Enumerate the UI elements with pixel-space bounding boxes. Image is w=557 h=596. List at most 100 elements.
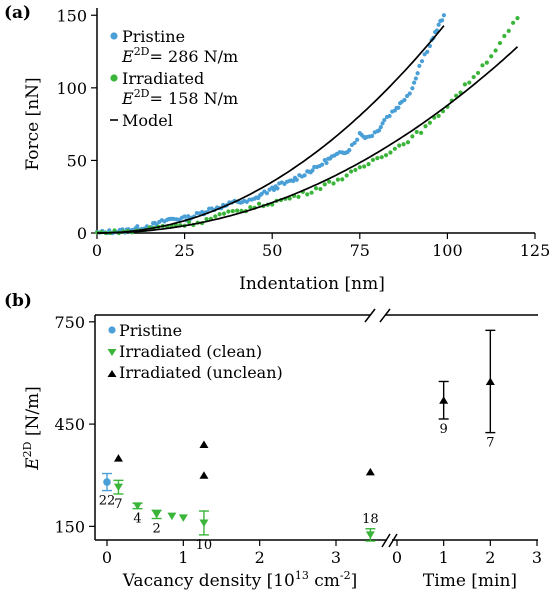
legend-pristine-e-sup: 2D: [134, 45, 150, 58]
panel-a-point-irradiated: [510, 20, 516, 25]
panel-a-point-irradiated: [226, 209, 231, 214]
panel-b-x-title-left-sup2: -2: [340, 569, 351, 582]
panel-a-point-irradiated: [348, 169, 354, 174]
legend-irradiated-label: Irradiated: [122, 69, 204, 88]
panel-a-point-irradiated: [213, 214, 218, 219]
panel-a-point-irradiated: [248, 205, 253, 210]
panel-b-point-irradiated-clean: [167, 512, 177, 521]
panel-b-point-irradiated-unclean-vs-time: [485, 377, 495, 385]
panel-a-point-irradiated: [217, 212, 222, 217]
panel-a-point-pristine: [355, 137, 360, 142]
panel-a-point-irradiated: [388, 150, 393, 155]
panel-a-point-pristine: [378, 125, 383, 130]
panel-a-point-pristine: [352, 140, 357, 146]
panel-a-point-irradiated: [392, 146, 397, 151]
panel-a-point-pristine: [264, 191, 270, 196]
panel-b-point-irradiated-clean: [365, 531, 375, 539]
panel-a-point-irradiated: [331, 181, 336, 186]
panel-a-point-irradiated: [484, 60, 489, 65]
legend-b-clean-label: Irradiated (clean): [119, 342, 262, 361]
panel-b-sample-count: 4: [133, 512, 141, 527]
panel-b-y-tick-label: 750: [54, 313, 85, 332]
panel-a-x-tick-label: 75: [350, 241, 370, 260]
panel-b-point-irradiated-unclean: [113, 454, 123, 462]
legend-pristine-e-value: = 286 N/m: [150, 47, 239, 66]
panel-a-point-irradiated: [427, 120, 432, 125]
panel-a-point-irradiated: [313, 186, 319, 191]
panel-a-model-curve: [97, 46, 519, 234]
panel-a-point-irradiated: [410, 134, 415, 139]
panel-a-point-irradiated: [335, 177, 340, 182]
panel-b-x-title-left: Vacancy density [1013 cm-2]: [122, 569, 358, 591]
panel-a-point-pristine: [396, 105, 401, 110]
panel-a-point-irradiated: [475, 70, 481, 76]
panel-a-point-pristine: [376, 128, 382, 133]
panel-a-point-irradiated: [493, 48, 498, 53]
panel-a-point-irradiated: [515, 16, 520, 21]
panel-b-point-irradiated-clean: [133, 502, 143, 510]
panel-a-point-irradiated: [471, 74, 476, 80]
panel-b-x-title-right: Time [min]: [423, 571, 517, 591]
panel-a-ticks: 0 25 50 75 100 125 0 50 100 150: [56, 6, 550, 260]
axis-break-mark-bottom-2: [388, 533, 398, 548]
panel-b-y-tick-label: 450: [54, 415, 85, 434]
panel-a-point-irradiated: [357, 165, 362, 170]
panel-a-point-pristine: [407, 91, 412, 96]
panel-a-point-irradiated: [318, 186, 323, 192]
panel-a-point-pristine: [387, 113, 392, 119]
panel-b-point-irradiated-unclean-vs-time: [439, 396, 449, 404]
panel-b-x-title-left-sup1: 13: [295, 569, 309, 582]
panel-a-point-pristine: [440, 18, 445, 23]
panel-b-legend: Pristine Irradiated (clean) Irradiated (…: [107, 321, 283, 382]
panel-b-x-tick-label-left: 3: [331, 548, 341, 567]
panel-b-x-tick-label-right: 1: [439, 548, 449, 567]
panel-a-point-irradiated: [480, 63, 485, 68]
panel-b-axes: [94, 308, 538, 548]
panel-b-sample-count: 7: [114, 497, 122, 512]
panel-a-point-irradiated: [375, 155, 380, 161]
legend-pristine-label: Pristine: [122, 27, 185, 46]
panel-a-point-irradiated: [405, 140, 411, 145]
panel-b-sample-count: 9: [440, 422, 448, 437]
panel-a-point-pristine: [410, 86, 415, 91]
panel-a-point-pristine: [186, 214, 191, 219]
panel-a-point-irradiated: [362, 164, 367, 169]
panel-b-point-irradiated-clean: [199, 519, 209, 527]
panel-b-y-title-sup: 2D: [21, 441, 34, 457]
panel-a-point-irradiated: [305, 192, 310, 197]
panel-a-point-irradiated: [186, 219, 192, 225]
panel-a-point-irradiated: [235, 208, 240, 213]
panel-a-point-irradiated: [340, 177, 345, 182]
panel-a-point-irradiated: [366, 161, 371, 167]
legend-b-clean-marker: [107, 349, 117, 356]
legend-model-label: Model: [122, 111, 173, 130]
panel-a-point-pristine: [413, 76, 418, 81]
panel-b-label: (b): [4, 291, 32, 311]
panel-b-sample-count: 22: [99, 494, 116, 509]
panel-a-point-irradiated: [467, 80, 472, 85]
axis-break-mark-bottom-1: [381, 533, 391, 548]
legend-irradiated-e-symbol: E: [121, 89, 134, 108]
panel-a-x-tick-label: 25: [174, 241, 194, 260]
panel-a-point-pristine: [320, 162, 325, 167]
panel-a-y-title: Force [nN]: [23, 77, 43, 170]
panel-a-point-irradiated: [379, 155, 384, 160]
panel-a-point-irradiated: [401, 142, 406, 147]
panel-b-ticks: 0 1 2 3 0 1 2 3 150 450 750: [54, 313, 542, 567]
panel-a-point-irradiated: [230, 208, 235, 214]
panel-a-y-tick-label: 0: [77, 224, 87, 243]
panel-a-point-irradiated: [423, 124, 428, 129]
panel-a-point-pristine: [302, 173, 307, 178]
axis-break-mark-top-1: [364, 308, 376, 323]
legend-pristine-e-symbol: E: [121, 47, 134, 66]
legend-irradiated-e-sup: 2D: [134, 87, 150, 100]
panel-a-point-irradiated: [322, 182, 327, 187]
panel-a-point-pristine: [412, 80, 417, 85]
panel-a-point-irradiated: [462, 82, 468, 87]
legend-pristine-modulus: E2D= 286 N/m: [121, 45, 238, 66]
panel-a-point-pristine: [182, 214, 187, 219]
panel-b-x-tick-label-left: 2: [255, 548, 265, 567]
panel-a-point-pristine: [380, 121, 385, 126]
